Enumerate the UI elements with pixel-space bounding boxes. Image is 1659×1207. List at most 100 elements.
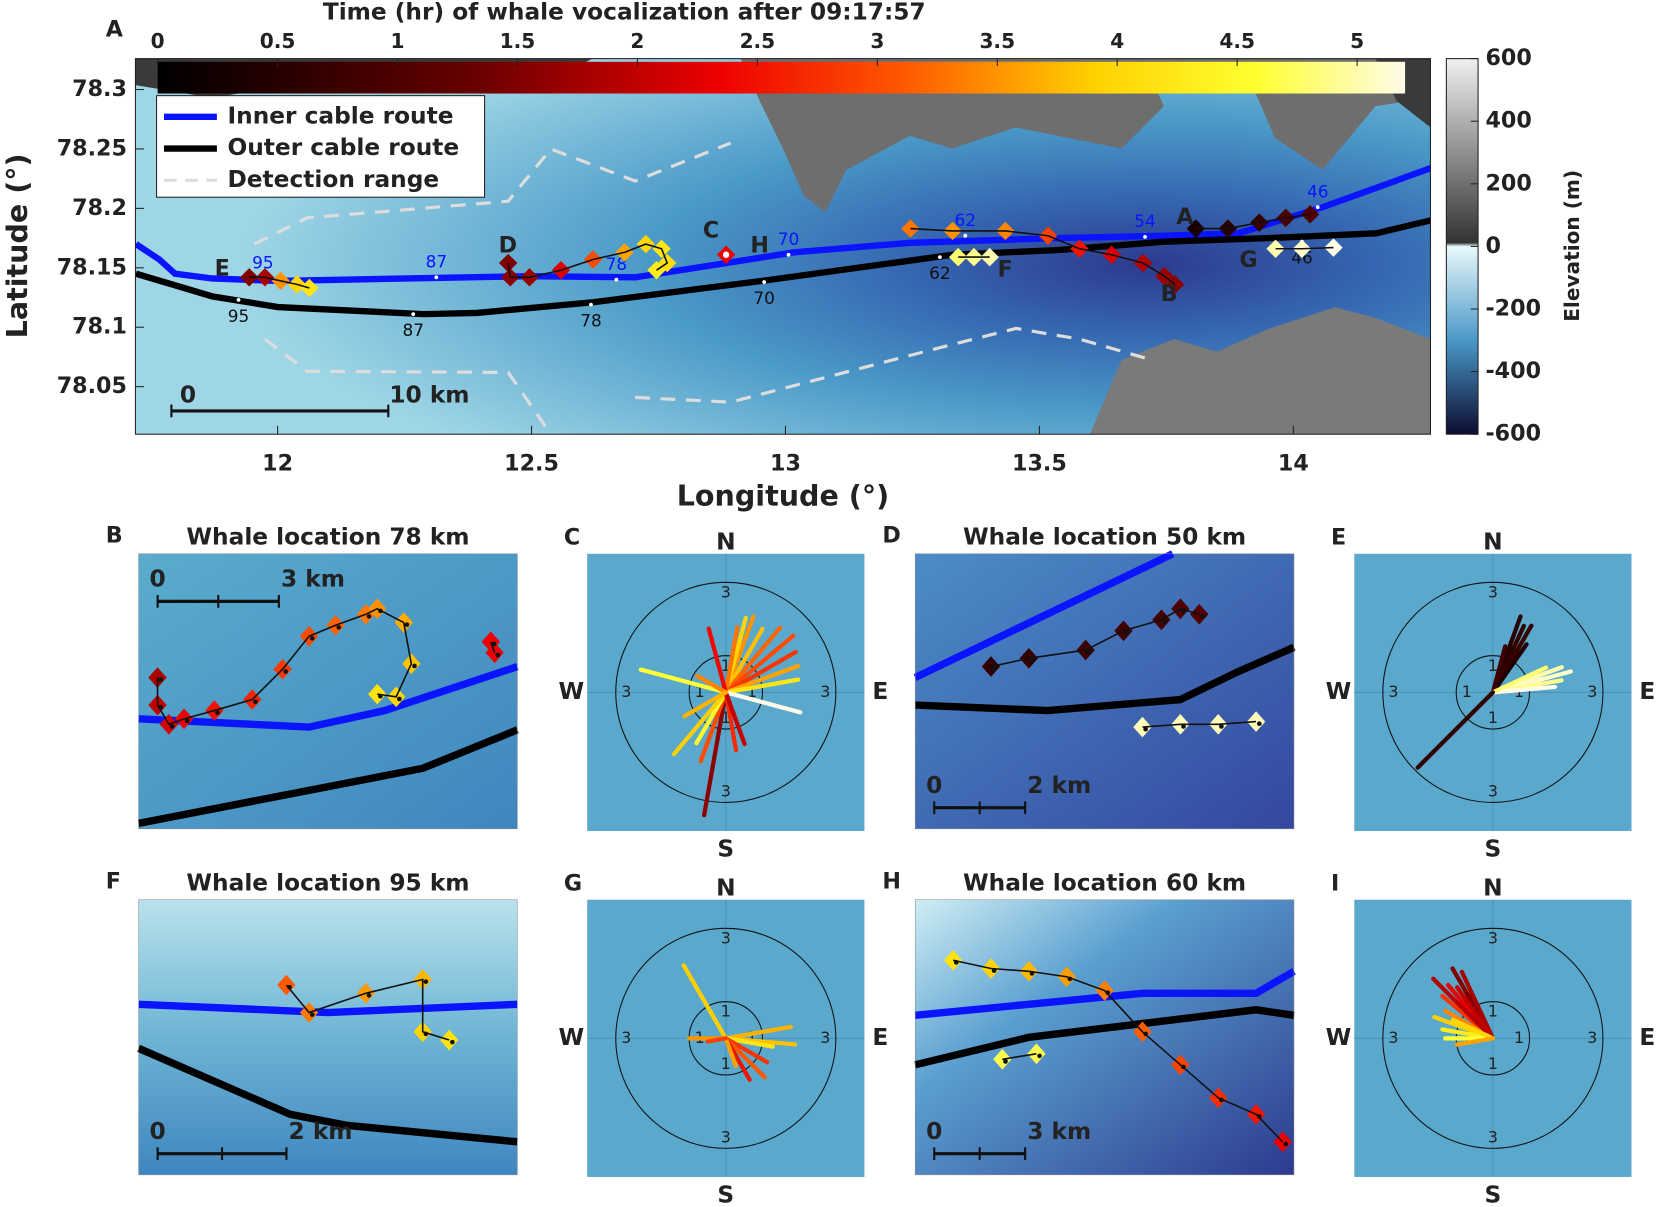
radial-tick-label: 3 <box>621 682 631 701</box>
whale-fix <box>378 608 383 614</box>
whale-fix <box>412 663 417 669</box>
heading-vector <box>723 1036 738 1069</box>
heading-vector <box>723 677 801 695</box>
km-label: 78 <box>606 254 628 274</box>
km-marker <box>963 233 968 238</box>
radial-tick-label: 1 <box>721 1002 731 1021</box>
whale-fix <box>253 699 258 705</box>
whale-track <box>1002 1053 1037 1061</box>
whale-fix <box>495 652 501 658</box>
y-tick-label: 78.25 <box>57 135 127 161</box>
radial-tick-label: 3 <box>721 928 731 947</box>
heading-vector <box>723 633 796 695</box>
y-tick-label: 78.3 <box>72 76 127 102</box>
whale-fix <box>1143 726 1148 732</box>
polar-grid <box>688 655 764 730</box>
whale-fix <box>1029 658 1035 663</box>
scale-label: 3 km <box>1027 1118 1091 1145</box>
radial-tick-label: 3 <box>721 781 731 800</box>
km-label: 70 <box>778 229 800 249</box>
whale-fix <box>1256 1114 1262 1119</box>
panel-letter: A <box>106 17 124 43</box>
radial-tick-label: 1 <box>747 1028 757 1047</box>
whale-fix <box>1283 1141 1289 1147</box>
heading-vector <box>1450 1017 1496 1041</box>
panel-letter: D <box>882 522 900 548</box>
radial-tick-label: 3 <box>1488 582 1498 601</box>
whale-fix <box>953 960 959 965</box>
km-label: 54 <box>1134 211 1156 231</box>
km-label: 62 <box>929 263 951 283</box>
compass-label: N <box>1483 875 1502 902</box>
heading-vector <box>1455 985 1496 1041</box>
scale-label: 2 km <box>289 1118 353 1145</box>
colorbar-tick-label: 1.5 <box>500 29 536 53</box>
whale-location <box>1324 238 1343 257</box>
whale-fix <box>1181 1064 1186 1070</box>
km-label: 62 <box>955 210 977 230</box>
whale-fix <box>397 696 402 702</box>
panel-letter: B <box>106 522 123 548</box>
whale-location <box>901 219 920 238</box>
whale-fix <box>1029 971 1035 976</box>
whale-track <box>990 607 1200 668</box>
land <box>740 58 1431 213</box>
heading-vector <box>1459 969 1496 1041</box>
heading-vector <box>682 690 728 719</box>
compass-label: S <box>717 1181 734 1207</box>
whale-fix <box>336 625 342 630</box>
compass-label: E <box>1639 678 1655 705</box>
colorbar-tick-label: 3 <box>870 29 884 53</box>
whale-fix <box>1105 990 1111 995</box>
radial-tick-label: 1 <box>695 682 705 701</box>
colorbar-label: Elevation (m) <box>1560 170 1584 322</box>
compass-label: S <box>1485 836 1502 863</box>
colorbar-tick-label: 600 <box>1485 45 1531 71</box>
whale-fix <box>1086 649 1092 655</box>
heading-vector <box>723 625 740 695</box>
panel-letter: H <box>882 868 901 894</box>
heading-vector <box>723 625 783 695</box>
colorbar-tick-label: 4 <box>1110 29 1124 53</box>
map-label: A <box>1176 204 1194 230</box>
map-label: B <box>1161 281 1178 307</box>
whale-fix <box>1067 976 1073 982</box>
whale-track <box>1195 213 1311 230</box>
heading-vector <box>705 1036 728 1044</box>
polar-grid <box>1382 927 1604 1149</box>
whale-track <box>490 641 496 654</box>
km-marker <box>937 255 942 260</box>
km-label: 95 <box>252 253 274 273</box>
radial-tick-label: 3 <box>1488 1127 1498 1146</box>
heading-vector <box>723 690 803 715</box>
heading-vector <box>1431 976 1496 1041</box>
whale-fix <box>366 993 372 998</box>
whale-location <box>300 278 319 298</box>
whale-center <box>722 251 730 258</box>
whale-fix <box>169 724 175 729</box>
radial-tick-label: 1 <box>747 682 757 701</box>
outer-cable <box>137 1044 518 1146</box>
km-marker <box>1315 205 1320 210</box>
whale-fix <box>1219 1097 1224 1103</box>
colorbar-tick-label: -200 <box>1485 296 1541 322</box>
heading-vector <box>723 663 801 695</box>
heading-vector <box>723 649 798 695</box>
radial-tick-label: 1 <box>1514 1028 1524 1047</box>
whale-fix <box>158 704 164 710</box>
x-tick-label: 13.5 <box>1012 450 1067 476</box>
radial-tick-label: 3 <box>721 582 731 601</box>
colorbar-tick-label: 200 <box>1485 170 1531 196</box>
polar-grid <box>1382 581 1604 803</box>
colorbar-tick-label: 1 <box>391 29 405 53</box>
inset-map <box>915 899 1294 1175</box>
y-tick-label: 78.2 <box>72 195 127 221</box>
heading-vector <box>1490 644 1508 695</box>
panel-letter: G <box>564 870 582 896</box>
panel-letter: I <box>1331 870 1339 896</box>
radial-tick-label: 3 <box>1587 1028 1597 1047</box>
inset-title: Whale location 60 km <box>963 869 1246 896</box>
x-tick-label: 12.5 <box>504 450 559 476</box>
whale-fix <box>366 614 372 619</box>
whale-track <box>952 959 1284 1143</box>
